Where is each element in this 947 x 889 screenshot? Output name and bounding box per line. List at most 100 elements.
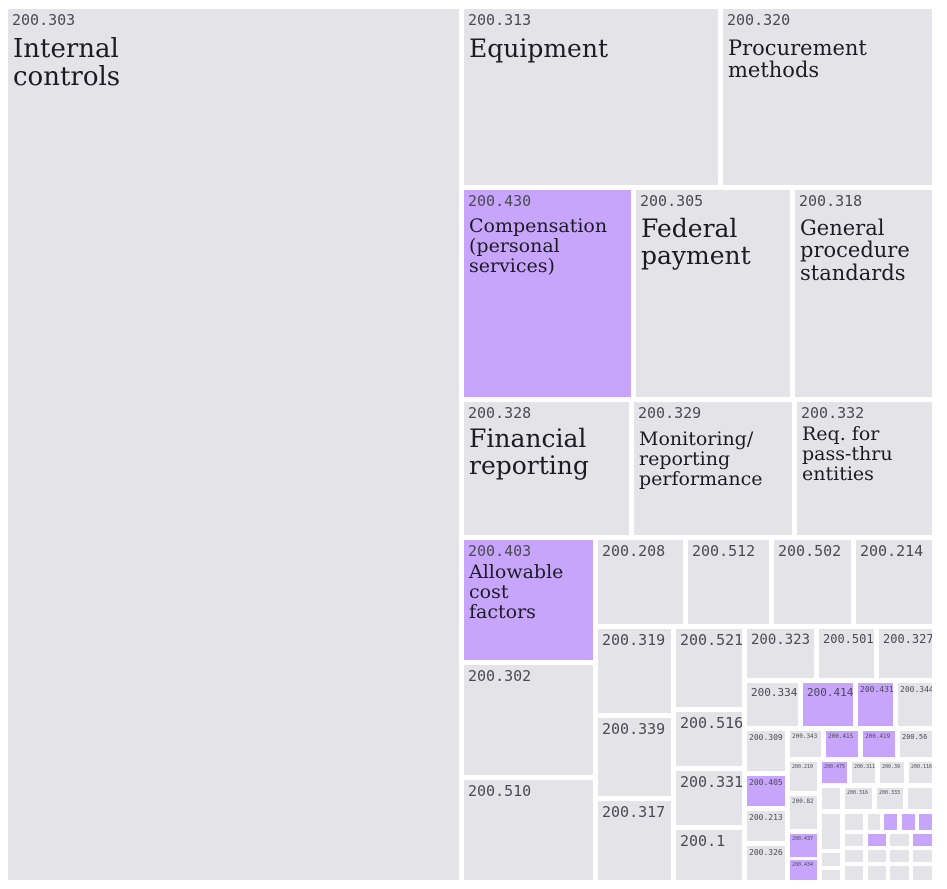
cell-code-label: 200.475 xyxy=(824,764,846,770)
treemap-cell-200-82: 200.82 xyxy=(790,796,817,829)
cell-code-label: 200.419 xyxy=(865,733,891,740)
cell-code-label: 200.323 xyxy=(751,632,811,648)
cell-code-label: 200.431 xyxy=(860,685,893,694)
treemap-cell-200-334: 200.334 xyxy=(747,683,798,726)
cell-code-label: 200.210 xyxy=(792,764,814,770)
treemap-cell-200-415: 200.415 xyxy=(826,731,858,757)
treemap-cell-200-316: 200.316 xyxy=(845,788,872,809)
cell-code-label: 200.82 xyxy=(792,798,814,805)
cell-code-label: 200.316 xyxy=(847,790,869,796)
treemap-cell-200-214: 200.214 xyxy=(856,540,932,624)
cell-code-label: 200.214 xyxy=(860,542,924,560)
treemap-cell-small xyxy=(822,870,840,880)
treemap-cell-200-502: 200.502 xyxy=(774,540,851,624)
treemap-cell-200-311: 200.311 xyxy=(852,762,875,783)
cell-code-label: 200.305 xyxy=(640,192,704,210)
treemap-cell-small xyxy=(890,850,909,862)
treemap-cell-small xyxy=(822,788,840,809)
cell-name-label: Federal payment xyxy=(641,214,751,270)
cell-code-label: 200.343 xyxy=(792,733,818,740)
cell-code-label: 200.317 xyxy=(602,803,666,821)
cell-code-label: 200.334 xyxy=(751,686,798,699)
cell-code-label: 200.329 xyxy=(638,404,702,422)
cell-name-label: General procedure standards xyxy=(800,216,910,285)
cell-code-label: 200.309 xyxy=(749,733,783,742)
treemap-cell-200-210: 200.210 xyxy=(790,762,817,791)
cell-name-label: Internal controls xyxy=(13,34,121,92)
treemap-cell-small xyxy=(845,814,863,830)
treemap-cell-200-305: 200.305 Federal payment xyxy=(636,190,790,397)
treemap-cell-200-419: 200.419 xyxy=(863,731,895,757)
cell-code-label: 200.502 xyxy=(778,542,842,560)
cell-code-label: 200.116 xyxy=(911,764,932,770)
treemap-cell-200-437: 200.437 xyxy=(790,834,817,857)
cell-code-label: 200.331 xyxy=(680,773,742,791)
treemap-cell-small xyxy=(913,850,932,862)
cell-name-label: Procurement methods xyxy=(728,36,867,83)
treemap-cell-200-332: 200.332 Req. for pass-thru entities xyxy=(797,402,932,535)
cell-code-label: 200.311 xyxy=(854,764,875,770)
treemap-cell-200-430: 200.430 Compensation (personal services) xyxy=(464,190,631,397)
cell-code-label: 200.512 xyxy=(692,542,756,560)
treemap-cell-200-328: 200.328 Financial reporting xyxy=(464,402,629,535)
cell-code-label: 200.434 xyxy=(792,862,814,868)
treemap-cell-small xyxy=(868,814,880,830)
cell-code-label: 200.320 xyxy=(727,11,791,29)
treemap-cell-200-501: 200.501 xyxy=(819,629,874,678)
cell-code-label: 200.501 xyxy=(823,632,874,646)
treemap-cell-200-326: 200.326 xyxy=(747,846,785,880)
cell-code-label: 200.332 xyxy=(801,404,865,422)
cell-name-label: Compensation (personal services) xyxy=(469,215,608,278)
treemap-cell-200-475: 200.475 xyxy=(822,762,847,783)
treemap-cell-200-344: 200.344 xyxy=(898,683,932,726)
treemap-cell-200-317: 200.317 xyxy=(598,801,671,880)
treemap-cell-200-303: 200.303 Internal controls xyxy=(8,9,459,880)
cell-code-label: 200.414 xyxy=(807,686,853,699)
treemap-cell-small xyxy=(884,814,897,830)
cell-code-label: 200.333 xyxy=(879,790,901,796)
cell-code-label: 200.415 xyxy=(828,733,854,740)
cell-code-label: 200.1 xyxy=(680,832,726,850)
treemap-cell-small xyxy=(919,814,932,830)
treemap-cell-small xyxy=(822,853,840,866)
cell-code-label: 200.344 xyxy=(900,685,932,694)
cell-code-label: 200.303 xyxy=(12,11,76,29)
treemap-cell-small xyxy=(845,866,863,880)
cell-code-label: 200.319 xyxy=(602,631,666,649)
cell-code-label: 200.405 xyxy=(749,778,783,787)
cell-code-label: 200.437 xyxy=(792,836,814,842)
treemap-cell-200-405: 200.405 xyxy=(747,776,785,806)
cell-code-label: 200.516 xyxy=(680,714,742,732)
cell-code-label: 200.403 xyxy=(468,542,532,560)
treemap-cell-200-333: 200.333 xyxy=(877,788,903,809)
treemap-cell-small xyxy=(845,834,863,846)
treemap-cell-200-329: 200.329 Monitoring/ reporting performance xyxy=(634,402,792,535)
treemap-cell-small xyxy=(913,834,932,846)
treemap-cell-200-39: 200.39 xyxy=(880,762,904,783)
cell-code-label: 200.213 xyxy=(749,813,783,822)
treemap-cell-200-318: 200.318 General procedure standards xyxy=(795,190,932,397)
treemap-cell-200-323: 200.323 xyxy=(747,629,814,678)
treemap-cell-200-510: 200.510 xyxy=(464,780,593,880)
cell-code-label: 200.510 xyxy=(468,782,532,800)
treemap-cell-small xyxy=(890,834,909,846)
cell-code-label: 200.326 xyxy=(749,848,783,857)
treemap-cell-200-512: 200.512 xyxy=(688,540,769,624)
cell-code-label: 200.430 xyxy=(468,192,532,210)
cell-code-label: 200.328 xyxy=(468,404,532,422)
cell-name-label: Req. for pass-thru entities xyxy=(802,423,893,486)
treemap-cell-200-521: 200.521 xyxy=(676,629,742,707)
treemap-cell-small xyxy=(868,850,886,862)
treemap-cell-200-403: 200.403 Allowable cost factors xyxy=(464,540,593,660)
treemap-cell-200-414: 200.414 xyxy=(803,683,853,726)
cell-name-label: Monitoring/ reporting performance xyxy=(639,428,763,491)
treemap-cell-small xyxy=(868,866,886,880)
treemap-cell-200-434: 200.434 xyxy=(790,860,817,880)
treemap-cell-small xyxy=(908,788,932,809)
cell-code-label: 200.302 xyxy=(468,667,532,685)
cell-code-label: 200.521 xyxy=(680,631,742,649)
treemap-cell-small xyxy=(890,866,909,880)
cell-name-label: Allowable cost factors xyxy=(469,561,564,624)
cell-code-label: 200.318 xyxy=(799,192,863,210)
